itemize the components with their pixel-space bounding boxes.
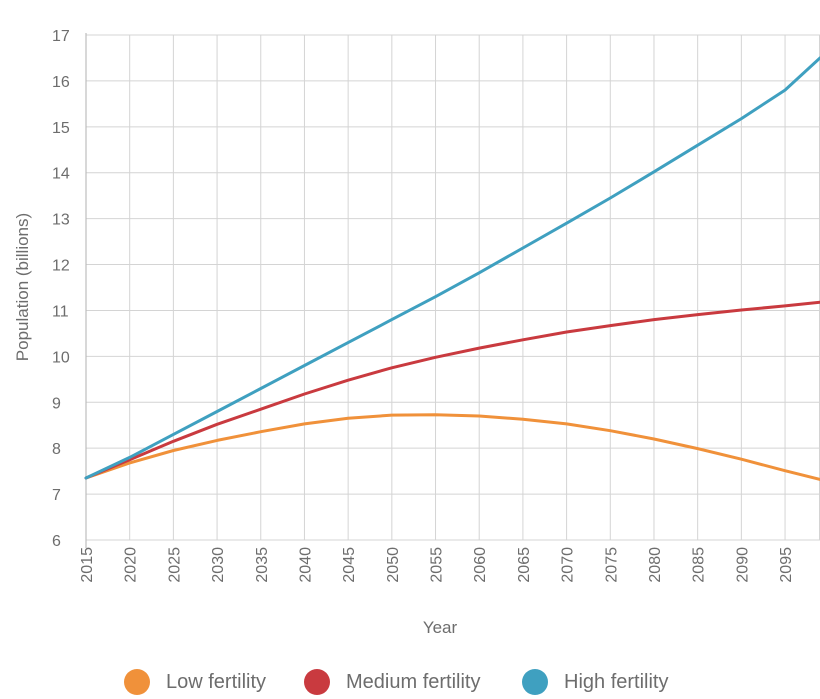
x-tick-label: 2055 [429, 547, 446, 583]
y-tick-label: 10 [52, 349, 70, 366]
x-tick-label: 2080 [647, 547, 664, 583]
x-tick-label: 2045 [341, 547, 358, 583]
x-tick-label: 2085 [691, 547, 708, 583]
grid [85, 33, 820, 548]
x-tick-label: 2050 [385, 547, 402, 583]
y-tick-label: 8 [52, 441, 61, 458]
x-tick-label: 2035 [254, 547, 271, 583]
y-tick-label: 16 [52, 74, 70, 91]
x-tick-label: 2020 [123, 547, 140, 583]
y-tick-label: 6 [52, 533, 61, 550]
series-line-high-fertility [84, 56, 820, 480]
y-tick-label: 14 [52, 166, 70, 183]
y-tick-label: 9 [52, 395, 61, 412]
x-tick-label: 2030 [210, 547, 227, 583]
y-axis-title: Population (billions) [13, 213, 32, 361]
y-tick-labels: 6 7 8 9 10 11 12 13 14 15 16 17 [52, 28, 70, 550]
legend-item-medium-fertility: Medium fertility [304, 666, 480, 698]
y-tick-label: 12 [52, 258, 70, 275]
x-tick-label: 2070 [560, 547, 577, 583]
x-tick-label: 2090 [734, 547, 751, 583]
x-tick-label: 2040 [297, 547, 314, 583]
series-lines [84, 56, 820, 481]
y-tick-label: 11 [52, 303, 69, 320]
legend-item-high-fertility: High fertility [522, 666, 668, 698]
x-tick-labels: 2015 2020 2025 2030 2035 2040 2045 2050 2055 2060… [79, 547, 795, 583]
legend-item-low-fertility: Low fertility [124, 666, 266, 698]
series-line-medium-fertility [84, 300, 820, 480]
legend-label: High fertility [564, 670, 669, 693]
x-tick-label: 2065 [516, 547, 533, 583]
legend: Low fertility Medium fertility High fert… [0, 666, 820, 698]
x-tick-label: 2060 [472, 547, 489, 583]
legend-swatch-high-fertility [522, 669, 548, 695]
y-tick-label: 17 [52, 28, 70, 45]
series-line-low-fertility [84, 413, 820, 481]
x-tick-label: 2095 [778, 547, 795, 583]
population-line-chart: 6 7 8 9 10 11 12 13 14 15 16 17 2015 2020 2025 2030 203… [13, 28, 820, 637]
legend-swatch-medium-fertility [304, 669, 330, 695]
x-axis-title: Year [423, 618, 458, 637]
legend-label: Low fertility [166, 670, 267, 693]
y-tick-label: 7 [52, 487, 61, 504]
x-tick-label: 2015 [79, 547, 96, 583]
x-tick-label: 2025 [166, 547, 183, 583]
legend-label: Medium fertility [346, 670, 481, 693]
legend-swatch-low-fertility [124, 669, 150, 695]
y-tick-label: 13 [52, 212, 70, 229]
y-tick-label: 15 [52, 120, 70, 137]
x-tick-label: 2075 [603, 547, 620, 583]
